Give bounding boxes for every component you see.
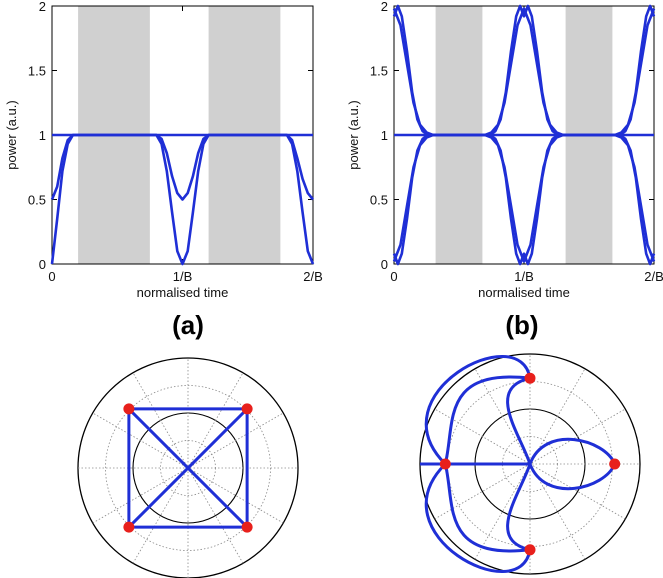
polar-plot-b	[419, 353, 641, 575]
trajectory-arc	[443, 463, 531, 553]
panel-label-a: (a)	[172, 310, 204, 340]
y-tick-label: 0	[381, 257, 388, 272]
y-tick-label: 1	[39, 128, 46, 143]
polar-plot-a	[77, 357, 299, 578]
x-tick-label: 1/B	[173, 269, 193, 284]
constellation-point	[609, 458, 621, 470]
trajectory-arc	[443, 375, 531, 465]
y-axis-label: power (a.u.)	[4, 100, 19, 169]
x-axis-label: normalised time	[478, 285, 570, 300]
y-tick-label: 0.5	[370, 193, 388, 208]
y-tick-label: 2	[381, 0, 388, 14]
y-tick-label: 0.5	[28, 193, 46, 208]
constellation-point	[524, 544, 536, 556]
series-line	[392, 4, 656, 137]
series-line	[392, 7, 656, 137]
constellation-point	[439, 458, 451, 470]
constellation-point	[123, 521, 135, 533]
x-tick-label: 0	[48, 269, 55, 284]
trajectory-arc	[506, 376, 532, 465]
y-axis-label: power (a.u.)	[346, 100, 361, 169]
time-plot-b: 0 0.5 1 1.5 2 0 1/B 2/B normalised time power (a.…	[346, 0, 663, 300]
constellation-point	[123, 403, 135, 415]
x-tick-label: 2/B	[644, 269, 663, 284]
constellation-point	[524, 372, 536, 384]
y-tick-label: 1.5	[28, 64, 46, 79]
x-tick-label: 1/B	[514, 269, 534, 284]
x-tick-label: 2/B	[303, 269, 323, 284]
y-tick-label: 1.5	[370, 64, 388, 79]
constellation-point	[241, 403, 253, 415]
y-tick-label: 2	[39, 0, 46, 14]
constellation-point	[241, 521, 253, 533]
trajectory-line	[127, 407, 249, 529]
panel-label-b: (b)	[505, 310, 538, 340]
x-axis-label: normalised time	[137, 285, 229, 300]
series-line	[392, 133, 656, 263]
y-tick-label: 1	[381, 128, 388, 143]
trajectory-arc	[506, 463, 532, 552]
trajectory-arc	[425, 462, 532, 573]
petal-arc	[528, 437, 617, 465]
trajectory-arc	[425, 355, 532, 466]
time-plot-a: 0 0.5 1 1.5 2 0 1/B 2/B normalised time power (a.…	[4, 0, 323, 300]
series-line	[392, 133, 656, 266]
petal-arc	[528, 463, 617, 491]
y-tick-label: 0	[39, 257, 46, 272]
x-tick-label: 0	[390, 269, 397, 284]
